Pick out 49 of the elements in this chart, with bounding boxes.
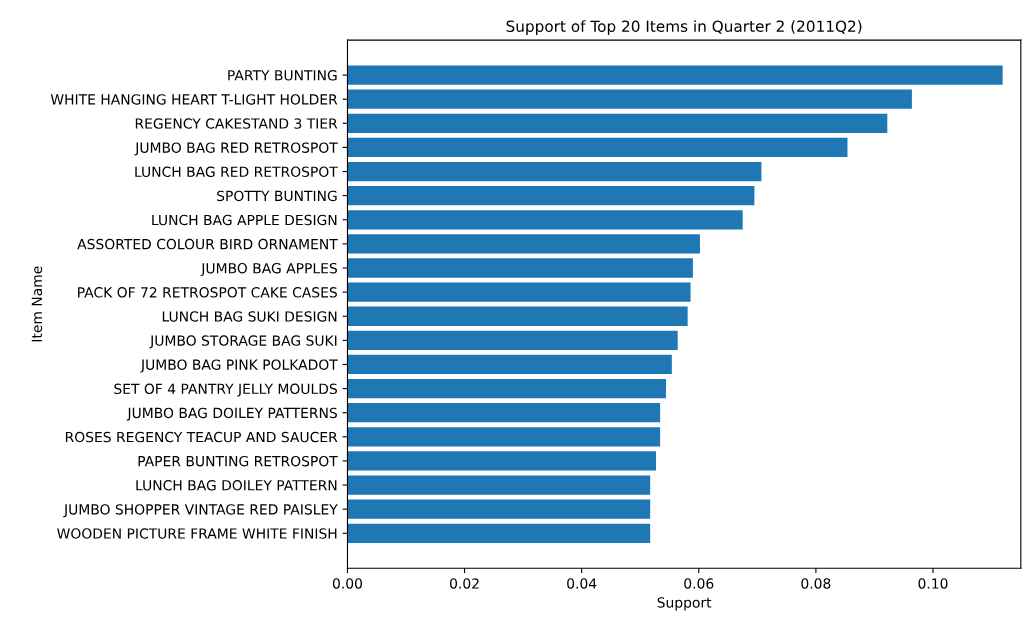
bar	[347, 65, 1003, 85]
y-tick-label: WOODEN PICTURE FRAME WHITE FINISH	[57, 528, 337, 539]
bar	[347, 210, 743, 230]
bar	[347, 234, 700, 254]
x-axis-title: Support	[657, 597, 712, 611]
bar	[347, 378, 666, 399]
bar	[347, 523, 651, 543]
x-tick-label: 0.04	[567, 578, 597, 589]
bar	[347, 113, 888, 133]
y-tick-label: LUNCH BAG SUKI DESIGN	[162, 311, 337, 322]
x-tick-label: 0.02	[450, 578, 479, 589]
y-tick-label: SPOTTY BUNTING	[217, 190, 337, 202]
y-tick-label: JUMBO SHOPPER VINTAGE RED PAISLEY	[63, 504, 338, 518]
y-tick-label: PARTY BUNTING	[228, 70, 337, 81]
y-tick-label: ROSES REGENCY TEACUP AND SAUCER	[65, 431, 338, 443]
bar	[347, 258, 693, 278]
bar	[347, 499, 651, 519]
bar	[347, 89, 912, 109]
x-tick-label: 0.00	[332, 578, 362, 589]
x-tick-label: 0.06	[684, 578, 714, 589]
y-tick-label: PAPER BUNTING RETROSPOT	[138, 455, 338, 467]
y-tick-label: LUNCH BAG RED RETROSPOT	[135, 166, 338, 178]
chart-title: Support of Top 20 Items in Quarter 2 (2011Q2)	[506, 20, 862, 35]
bar	[347, 306, 688, 326]
y-tick-label: JUMBO BAG DOILEY PATTERNS	[126, 407, 337, 421]
bar	[347, 403, 661, 423]
y-tick-label: JUMBO BAG PINK POLKADOT	[140, 359, 338, 373]
y-tick-label: SET OF 4 PANTRY JELLY MOULDS	[114, 383, 337, 397]
x-tick-label: 0.10	[918, 578, 948, 589]
bar	[347, 451, 657, 471]
bar	[347, 137, 848, 158]
y-tick-label: JUMBO STORAGE BAG SUKI	[149, 335, 337, 349]
y-tick-label: LUNCH BAG APPLE DESIGN	[152, 214, 337, 226]
bar	[347, 354, 672, 375]
y-tick-label: ASSORTED COLOUR BIRD ORNAMENT	[77, 238, 338, 250]
bar	[347, 282, 691, 302]
y-tick-label: PACK OF 72 RETROSPOT CAKE CASES	[78, 287, 337, 298]
y-tick-label: JUMBO BAG APPLES	[200, 262, 337, 277]
bar	[347, 186, 755, 206]
bar	[347, 475, 651, 495]
y-tick-label: WHITE HANGING HEART T-LIGHT HOLDER	[50, 94, 338, 105]
y-tick-label: LUNCH BAG DOILEY PATTERN	[136, 480, 337, 491]
bar	[347, 161, 762, 182]
y-tick-label: REGENCY CAKESTAND 3 TIER	[135, 118, 338, 129]
y-tick-label: JUMBO BAG RED RETROSPOT	[134, 142, 338, 156]
bar	[347, 330, 678, 350]
x-tick-label: 0.08	[801, 578, 831, 589]
bar	[347, 427, 661, 447]
y-axis-title: Item Name	[31, 266, 43, 342]
